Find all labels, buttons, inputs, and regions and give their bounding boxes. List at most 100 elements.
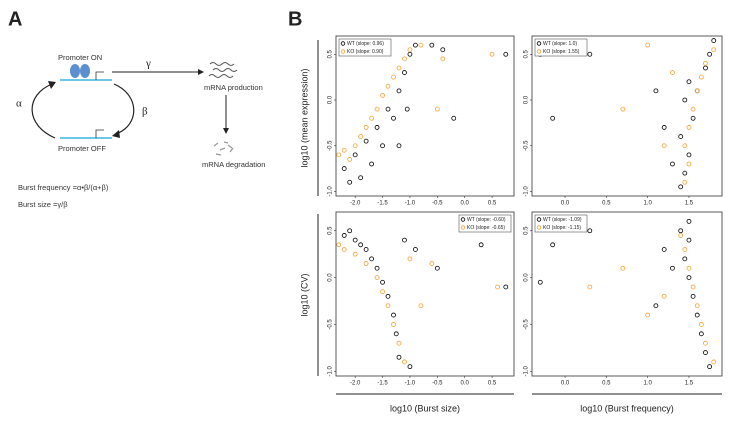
- point: [707, 51, 713, 57]
- point: [418, 42, 424, 48]
- y-tick-label: 0.0: [328, 273, 334, 282]
- legend-label: KO (slope: -0.65): [467, 225, 505, 231]
- point: [358, 175, 364, 181]
- legend-label: WT (slope: -0.60): [467, 217, 506, 223]
- point: [550, 242, 556, 248]
- point: [661, 293, 667, 299]
- y-tick-label: 0.5: [524, 226, 530, 235]
- point: [336, 152, 342, 158]
- y-tick-label: 0.5: [328, 49, 334, 58]
- x-tick-label: 1.5: [685, 201, 694, 207]
- point: [478, 242, 484, 248]
- point: [396, 65, 402, 71]
- gamma-label: γ: [145, 58, 151, 70]
- point: [686, 275, 692, 281]
- x-tick-label: -1.0: [405, 381, 416, 387]
- point: [341, 233, 347, 238]
- point: [690, 106, 696, 112]
- point: [694, 312, 700, 318]
- point: [363, 125, 369, 130]
- point: [391, 322, 396, 327]
- point: [404, 106, 410, 112]
- point: [686, 161, 692, 167]
- point: [670, 161, 675, 167]
- point: [686, 218, 692, 224]
- point: [587, 228, 593, 234]
- point: [653, 88, 659, 94]
- point: [686, 237, 692, 243]
- x-tick-label: 0.5: [602, 201, 611, 207]
- point: [698, 331, 704, 337]
- point: [369, 256, 375, 262]
- y-tick-label: -0.5: [524, 319, 530, 330]
- point: [396, 354, 402, 360]
- mrna-production-label: mRNA production: [204, 83, 263, 92]
- point: [429, 42, 435, 48]
- arrow-head: [48, 81, 56, 89]
- point: [678, 228, 684, 234]
- point: [385, 83, 391, 89]
- point: [352, 143, 358, 149]
- tss-arrow: [95, 129, 104, 138]
- point: [393, 331, 399, 337]
- legend-label: KO (slope: 1.55): [543, 49, 580, 55]
- mrna-degradation-label: mRNA degradation: [202, 160, 265, 169]
- point: [698, 322, 704, 327]
- y-tick-label: -1.0: [328, 365, 334, 376]
- y-tick-label: -0.5: [328, 140, 334, 151]
- legend-box: [338, 38, 392, 57]
- point: [391, 115, 396, 121]
- x-tick-label: -1.5: [377, 201, 388, 207]
- point: [407, 47, 413, 53]
- point: [341, 247, 347, 252]
- x-axis-title: log10 (Burst frequency): [580, 403, 674, 413]
- legend-label: KO (slope: 0.90): [347, 49, 384, 55]
- point: [670, 70, 675, 75]
- x-tick-label: 0.5: [488, 201, 497, 207]
- legend-marker: [536, 217, 542, 222]
- point: [407, 256, 413, 262]
- point: [690, 115, 696, 121]
- point: [661, 143, 667, 149]
- point: [402, 70, 407, 75]
- point: [341, 147, 347, 153]
- point: [711, 38, 717, 43]
- legend-marker: [460, 217, 466, 222]
- point: [429, 261, 435, 266]
- point: [707, 364, 713, 370]
- x-tick-label: 1.0: [643, 201, 652, 207]
- promoter-on-label: Promoter ON: [58, 53, 102, 62]
- point: [678, 233, 684, 238]
- point: [341, 166, 347, 171]
- legend-label: WT (slope: -1.09): [543, 217, 582, 223]
- point: [380, 279, 385, 285]
- point: [347, 228, 353, 234]
- x-tick-label: 0.5: [488, 381, 497, 387]
- promoter-off-label: Promoter OFF: [58, 144, 106, 153]
- point: [495, 284, 500, 290]
- point: [686, 152, 692, 158]
- legend-label: WT (slope: 0.96): [347, 41, 384, 47]
- point: [711, 359, 717, 365]
- x-tick-label: 0.0: [461, 381, 470, 387]
- point: [678, 184, 684, 190]
- point: [678, 134, 684, 139]
- point: [380, 289, 385, 295]
- point: [352, 251, 358, 257]
- point: [352, 152, 358, 158]
- point: [703, 65, 708, 71]
- burst-size-formula: Burst size =γ/β: [18, 200, 68, 209]
- point: [358, 242, 364, 248]
- arrow: [113, 83, 135, 135]
- point: [380, 93, 385, 98]
- point: [336, 242, 342, 248]
- legend-box: [534, 214, 588, 233]
- point: [363, 247, 369, 252]
- point: [661, 247, 667, 252]
- plot-frame: [335, 211, 515, 377]
- point: [682, 97, 688, 103]
- polymerase-icon: [70, 64, 80, 78]
- point: [402, 359, 407, 365]
- point: [686, 125, 692, 130]
- point: [358, 134, 364, 139]
